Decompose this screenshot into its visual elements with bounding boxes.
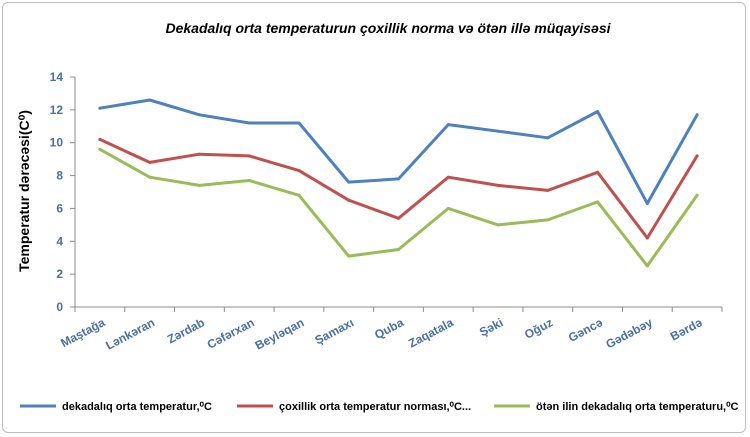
y-tick-label: 2 — [56, 267, 63, 281]
series-3-point — [397, 248, 400, 251]
chart-frame — [2, 2, 746, 433]
series-3-point — [148, 175, 152, 179]
series-3-point — [446, 206, 450, 210]
series-1-point — [446, 123, 450, 127]
x-tick-label: Gəncə — [566, 315, 605, 345]
y-tick-label: 8 — [56, 169, 63, 183]
y-tick-label: 10 — [50, 136, 64, 150]
series-3-point — [347, 254, 351, 258]
legend-label-1: dekadalıq orta temperatur,⁰C — [62, 401, 212, 413]
series-3-point — [546, 218, 550, 222]
series-2-point — [148, 160, 152, 164]
x-tick-label: Cəfərxan — [205, 315, 257, 351]
series-2-point — [347, 198, 351, 202]
y-axis-label: Temperatur dərəcəsi(C⁰) — [16, 110, 32, 272]
series-3-point — [645, 264, 649, 268]
x-tick-label: Zaqatala — [406, 315, 456, 350]
series-1-point — [496, 129, 500, 133]
series-2-point — [645, 236, 649, 240]
x-tick-label: Bərdə — [668, 315, 705, 343]
x-tick-label: Lənkəran — [103, 315, 157, 352]
series-1-point — [397, 177, 400, 181]
series-2-point — [496, 183, 500, 187]
series-3-point — [247, 179, 251, 182]
x-tick-label: Oğuz — [522, 315, 555, 341]
series-1-point — [297, 121, 301, 125]
series-2-point — [695, 154, 699, 158]
x-tick-label: Zərdab — [165, 315, 207, 346]
x-tick-label: Maştağa — [58, 315, 107, 350]
series-2-point — [98, 137, 102, 141]
y-tick-label: 4 — [56, 234, 63, 248]
legend: dekadalıq orta temperatur,⁰C çoxillik ort… — [20, 401, 738, 413]
series-3-point — [297, 193, 301, 197]
x-tick-label: Şamaxı — [312, 315, 356, 347]
y-tick-label: 0 — [56, 300, 63, 314]
legend-label-2: çoxillik orta temperatur norması,⁰C... — [279, 401, 471, 413]
series-2-point — [297, 169, 301, 173]
series-2-point — [247, 154, 251, 158]
series-line-1 — [98, 98, 699, 205]
series-1-point — [347, 180, 351, 184]
series-1-point — [148, 98, 152, 102]
x-tick-label: Quba — [372, 315, 406, 342]
series-lines — [98, 98, 699, 268]
series-2-point — [446, 175, 450, 179]
series-3-point — [695, 193, 699, 197]
x-tick-label: Gədəbəy — [603, 315, 655, 351]
series-2-point — [397, 216, 400, 220]
y-tick-label: 12 — [50, 103, 64, 117]
series-3-point — [496, 223, 500, 227]
series-1-point — [695, 113, 699, 117]
series-line-2 — [98, 137, 699, 240]
x-tick-label: Şəki — [477, 315, 505, 339]
series-1-point — [546, 136, 550, 140]
legend-label-3: ötən ilin dekadalıq orta temperaturu,⁰C — [536, 401, 738, 413]
series-1-point — [98, 106, 102, 110]
y-tick-label: 6 — [56, 201, 63, 215]
series-1-point — [596, 110, 600, 113]
series-2-point — [197, 152, 201, 156]
series-2-point — [546, 188, 550, 192]
series-1-point — [197, 113, 201, 117]
series-1-point — [645, 202, 649, 205]
series-1-point — [247, 121, 251, 125]
series-2-point — [596, 170, 600, 174]
y-tick-label: 14 — [50, 70, 64, 84]
series-3-point — [596, 200, 600, 204]
axes — [74, 77, 722, 308]
series-3-point — [197, 183, 201, 187]
series-3-point — [98, 147, 102, 151]
chart-title: Dekadalıq orta temperaturun çoxillik nor… — [165, 20, 611, 36]
x-tick-label: Beyləqan — [253, 315, 307, 352]
y-axis-ticks: 0 2 4 6 8 10 12 14 — [50, 70, 75, 314]
